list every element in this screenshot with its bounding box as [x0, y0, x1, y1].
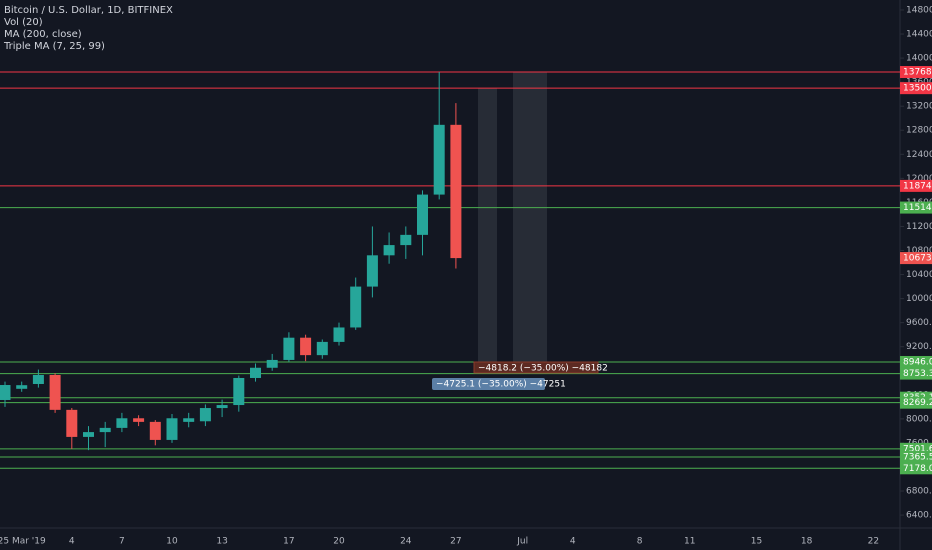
candle-body — [133, 418, 145, 422]
shaded-range — [478, 88, 497, 372]
price-level-label: 7365.5 — [903, 453, 932, 463]
price-level-label: 8946.0 — [903, 357, 932, 367]
measure-box — [432, 378, 545, 390]
y-tick-label: 12800.0 — [906, 126, 932, 136]
y-tick-label: 6800.0 — [906, 487, 932, 497]
x-tick-label: 4 — [570, 537, 576, 547]
x-tick-label: 11 — [684, 537, 695, 547]
y-tick-label: 12000.0 — [906, 174, 932, 184]
y-tick-label: 13200.0 — [906, 102, 932, 112]
candle-body — [233, 377, 245, 406]
y-tick-label: 14000.0 — [906, 54, 932, 64]
candle-body — [383, 245, 395, 256]
x-tick-label: 17 — [283, 537, 294, 547]
candle-body — [0, 385, 11, 400]
y-tick-label: 14400.0 — [906, 30, 932, 40]
measure-label: −4725.1 (−35.00%) −47251 — [436, 380, 566, 390]
last-price-tag — [900, 252, 932, 265]
candle-body — [49, 374, 61, 410]
candle-body — [216, 405, 228, 409]
candle-body — [333, 327, 345, 342]
legend-entry: Bitcoin / U.S. Dollar, 1D, BITFINEX — [4, 5, 173, 16]
legend-entry: MA (200, close) — [4, 29, 82, 40]
x-tick-label: 8 — [637, 537, 643, 547]
x-tick-label: 4 — [69, 537, 75, 547]
candle-body — [350, 286, 362, 328]
legend: Bitcoin / U.S. Dollar, 1D, BITFINEX Vol … — [3, 5, 173, 52]
x-tick-label: Jul — [516, 537, 528, 547]
candle-body — [183, 418, 195, 422]
candle-body — [32, 374, 44, 384]
price-level-label: 7501.6 — [903, 444, 932, 454]
x-tick-label: 15 — [751, 537, 762, 547]
legend-entry: Triple MA (7, 25, 99) — [3, 41, 105, 52]
y-tick-label: 8000.0 — [906, 414, 932, 424]
candle-body — [116, 418, 128, 428]
y-tick-label: 9600.0 — [906, 318, 932, 328]
measure-box — [473, 361, 599, 374]
x-tick-label: 20 — [333, 537, 345, 547]
y-tick-label: 6400.0 — [906, 511, 932, 521]
candle-body — [266, 359, 278, 368]
price-level-tag — [900, 396, 932, 409]
candle-body — [250, 367, 261, 378]
price-level-label: 7178.0 — [903, 464, 932, 474]
x-tick-label: 13 — [216, 537, 227, 547]
candle-body — [316, 341, 328, 356]
y-tick-label: 10400.0 — [906, 270, 932, 280]
price-level-tag — [900, 66, 932, 79]
candle-body — [199, 408, 211, 422]
price-level-tag — [900, 355, 932, 368]
measure-label: −4818.2 (−35.00%) −48182 — [478, 364, 608, 374]
candle-body — [66, 409, 78, 437]
price-level-label: 11514.0 — [903, 203, 932, 213]
candle-body — [83, 432, 94, 437]
candle-body — [166, 418, 178, 440]
price-level-label: 8269.2 — [903, 398, 932, 408]
candle-body — [366, 255, 378, 287]
y-tick-label: 11200.0 — [906, 222, 932, 232]
candle-body — [16, 385, 28, 389]
candle-body — [433, 124, 445, 195]
price-level-label: 13768.2 — [903, 68, 932, 78]
x-tick-label: 18 — [801, 537, 813, 547]
candle-body — [283, 337, 295, 360]
candle-body — [450, 124, 462, 259]
y-tick-label: 10000.0 — [906, 294, 932, 304]
x-tick-label: 27 — [450, 537, 461, 547]
candle-body — [400, 234, 412, 246]
x-tick-label: 7 — [119, 537, 125, 547]
x-tick-label: 22 — [868, 537, 879, 547]
price-level-tag — [900, 201, 932, 214]
y-tick-label: 14800.0 — [906, 5, 932, 15]
last-price-label: 10673.9 — [903, 254, 932, 264]
candle-body — [149, 421, 161, 440]
candle-body — [417, 194, 428, 235]
price-level-tag — [900, 462, 932, 475]
y-tick-label: 12400.0 — [906, 150, 932, 160]
price-level-tag — [900, 367, 932, 380]
price-level-tag — [900, 451, 932, 464]
price-level-label: 13500.0 — [903, 84, 932, 94]
price-level-label: 8753.3 — [903, 369, 932, 379]
y-tick-label: 9200.0 — [906, 342, 932, 352]
x-tick-label: 24 — [400, 537, 412, 547]
price-level-tag — [900, 179, 932, 192]
x-tick-label: 25 Mar '19 — [0, 537, 46, 547]
shaded-range — [513, 72, 547, 372]
candle-body — [99, 427, 111, 433]
price-level-label: 11874.8 — [903, 181, 932, 191]
candle-body — [300, 337, 312, 356]
price-level-tag — [900, 82, 932, 95]
y-tick-label: 10800.0 — [906, 246, 932, 256]
legend-entry: Vol (20) — [4, 17, 43, 28]
x-tick-label: 10 — [166, 537, 178, 547]
